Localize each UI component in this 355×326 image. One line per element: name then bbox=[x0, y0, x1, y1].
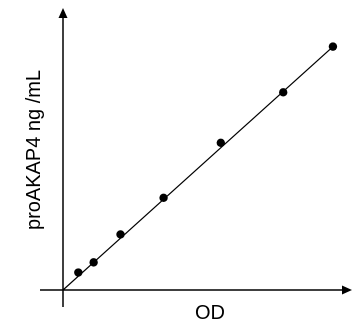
x-axis-label: OD bbox=[195, 302, 225, 324]
data-point-4 bbox=[159, 193, 168, 202]
y-axis-arrow bbox=[58, 8, 68, 18]
data-point-1 bbox=[74, 268, 83, 277]
data-point-5 bbox=[216, 138, 225, 147]
axes bbox=[40, 8, 352, 307]
data-points bbox=[74, 42, 338, 277]
x-axis-arrow bbox=[342, 285, 352, 295]
data-point-7 bbox=[328, 42, 338, 51]
y-axis-label: proAKAP4 ng /mL bbox=[23, 70, 45, 230]
data-point-6 bbox=[279, 88, 288, 97]
data-point-3 bbox=[116, 230, 125, 239]
fit-line bbox=[62, 46, 334, 291]
data-point-2 bbox=[89, 258, 98, 267]
